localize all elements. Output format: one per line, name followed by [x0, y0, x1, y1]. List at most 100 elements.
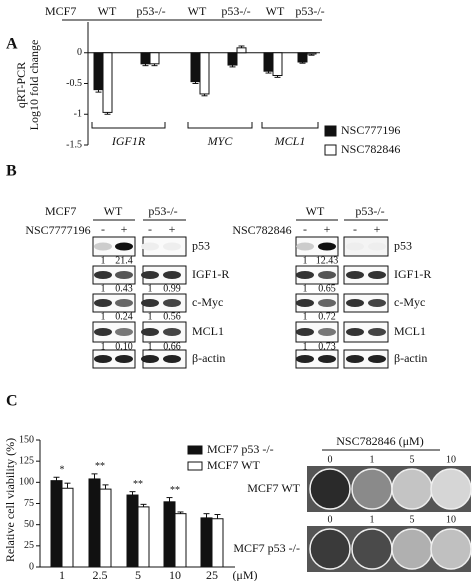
x-tick-label: 10	[169, 568, 181, 581]
blot-band	[94, 299, 112, 307]
quantification: 1	[101, 311, 106, 322]
quantification: 1	[303, 283, 308, 294]
x-tick-label: 1	[59, 568, 65, 581]
blot-band	[163, 242, 181, 251]
bar	[190, 52, 201, 83]
panel-label: B	[6, 163, 17, 180]
column-header: p53-/-	[295, 4, 324, 18]
treatment-sign: -	[353, 222, 357, 236]
header-label: MCF7	[45, 4, 76, 18]
blot-band	[318, 242, 336, 251]
dose-label: 5	[410, 454, 415, 465]
blot-band	[141, 271, 159, 279]
blot-band	[115, 355, 133, 363]
blot-band	[318, 271, 336, 279]
y-tick-label: 125	[19, 455, 34, 466]
bar	[61, 487, 74, 568]
blot-band	[115, 242, 133, 251]
quantification: 0.56	[163, 311, 181, 322]
quantification: 0.73	[318, 341, 336, 352]
dose-label: 5	[410, 514, 415, 525]
blot-band	[346, 271, 364, 279]
y-tick-label: 50	[24, 519, 34, 530]
plate-row-label: MCF7 p53 -/-	[233, 541, 300, 555]
panel-label: C	[6, 393, 18, 410]
culture-well	[351, 528, 393, 570]
panel-label: A	[6, 36, 18, 53]
gene-label: MCL1	[274, 134, 306, 148]
protein-label: IGF1-R	[394, 267, 431, 281]
blot-frame	[92, 265, 136, 285]
bar	[126, 494, 139, 568]
blot-frame	[92, 349, 136, 369]
culture-well	[309, 528, 351, 570]
blot-frame	[343, 265, 389, 285]
treatment-sign: -	[148, 222, 152, 236]
blot-band	[296, 355, 314, 363]
y-tick-label: 75	[24, 498, 34, 509]
legend-swatch	[324, 125, 337, 137]
dose-label: 1	[370, 454, 375, 465]
blot-band	[346, 355, 364, 363]
gene-label: IGF1R	[111, 134, 146, 148]
column-header: p53-/-	[221, 4, 250, 18]
condition-label: WT	[306, 204, 325, 218]
quantification: 1	[148, 341, 153, 352]
bar	[102, 52, 113, 113]
treatment-label: NSC7777196	[25, 223, 90, 237]
bar	[174, 513, 187, 568]
x-tick-label: 25	[206, 568, 218, 581]
culture-well	[351, 468, 393, 510]
blot-band	[368, 328, 386, 336]
protein-label: MCL1	[394, 324, 426, 338]
protein-label: MCL1	[192, 324, 224, 338]
quantification: 0.10	[115, 341, 133, 352]
culture-well	[391, 528, 433, 570]
blot-band	[296, 299, 314, 307]
blot-band	[141, 299, 159, 307]
significance: *	[60, 465, 65, 476]
significance: **	[95, 461, 105, 472]
condition-label: WT	[104, 204, 123, 218]
treatment-sign: -	[303, 222, 307, 236]
dose-label: 10	[446, 514, 456, 525]
quantification: 1	[101, 283, 106, 294]
bar	[211, 518, 224, 568]
blot-band	[296, 242, 314, 251]
gene-bracket	[91, 122, 166, 129]
quantification: 12.43	[316, 255, 339, 266]
cell-label: MCF7	[45, 204, 76, 218]
blot-band	[318, 299, 336, 307]
quantification: 0.66	[163, 341, 181, 352]
blot-band	[115, 299, 133, 307]
bar	[199, 52, 210, 95]
protein-label: c-Myc	[394, 295, 425, 309]
bar	[297, 52, 308, 63]
column-header: p53-/-	[136, 4, 165, 18]
quantification: 1	[101, 255, 106, 266]
bar	[236, 47, 247, 54]
legend-swatch	[187, 461, 203, 471]
condition-label: p53-/-	[148, 204, 177, 218]
y-tick-label: 25	[24, 540, 34, 551]
bar	[149, 52, 160, 65]
plates-title: NSC782846 (μM)	[336, 434, 423, 448]
gene-bracket	[187, 122, 253, 129]
quantification: 21.4	[115, 255, 133, 266]
x-tick-label: 2.5	[93, 568, 108, 581]
blot-band	[346, 242, 364, 251]
bar	[140, 52, 151, 65]
bar	[137, 506, 150, 568]
dose-label: 0	[328, 454, 333, 465]
y-tick-label: 0	[77, 47, 82, 58]
blot-band	[368, 299, 386, 307]
y-tick-label: 150	[19, 434, 34, 445]
column-header: WT	[98, 4, 117, 18]
condition-label: p53-/-	[355, 204, 384, 218]
bar	[99, 488, 112, 568]
blot-band	[141, 328, 159, 336]
blot-band	[94, 242, 112, 251]
blot-frame	[343, 236, 389, 257]
bar	[227, 52, 238, 66]
